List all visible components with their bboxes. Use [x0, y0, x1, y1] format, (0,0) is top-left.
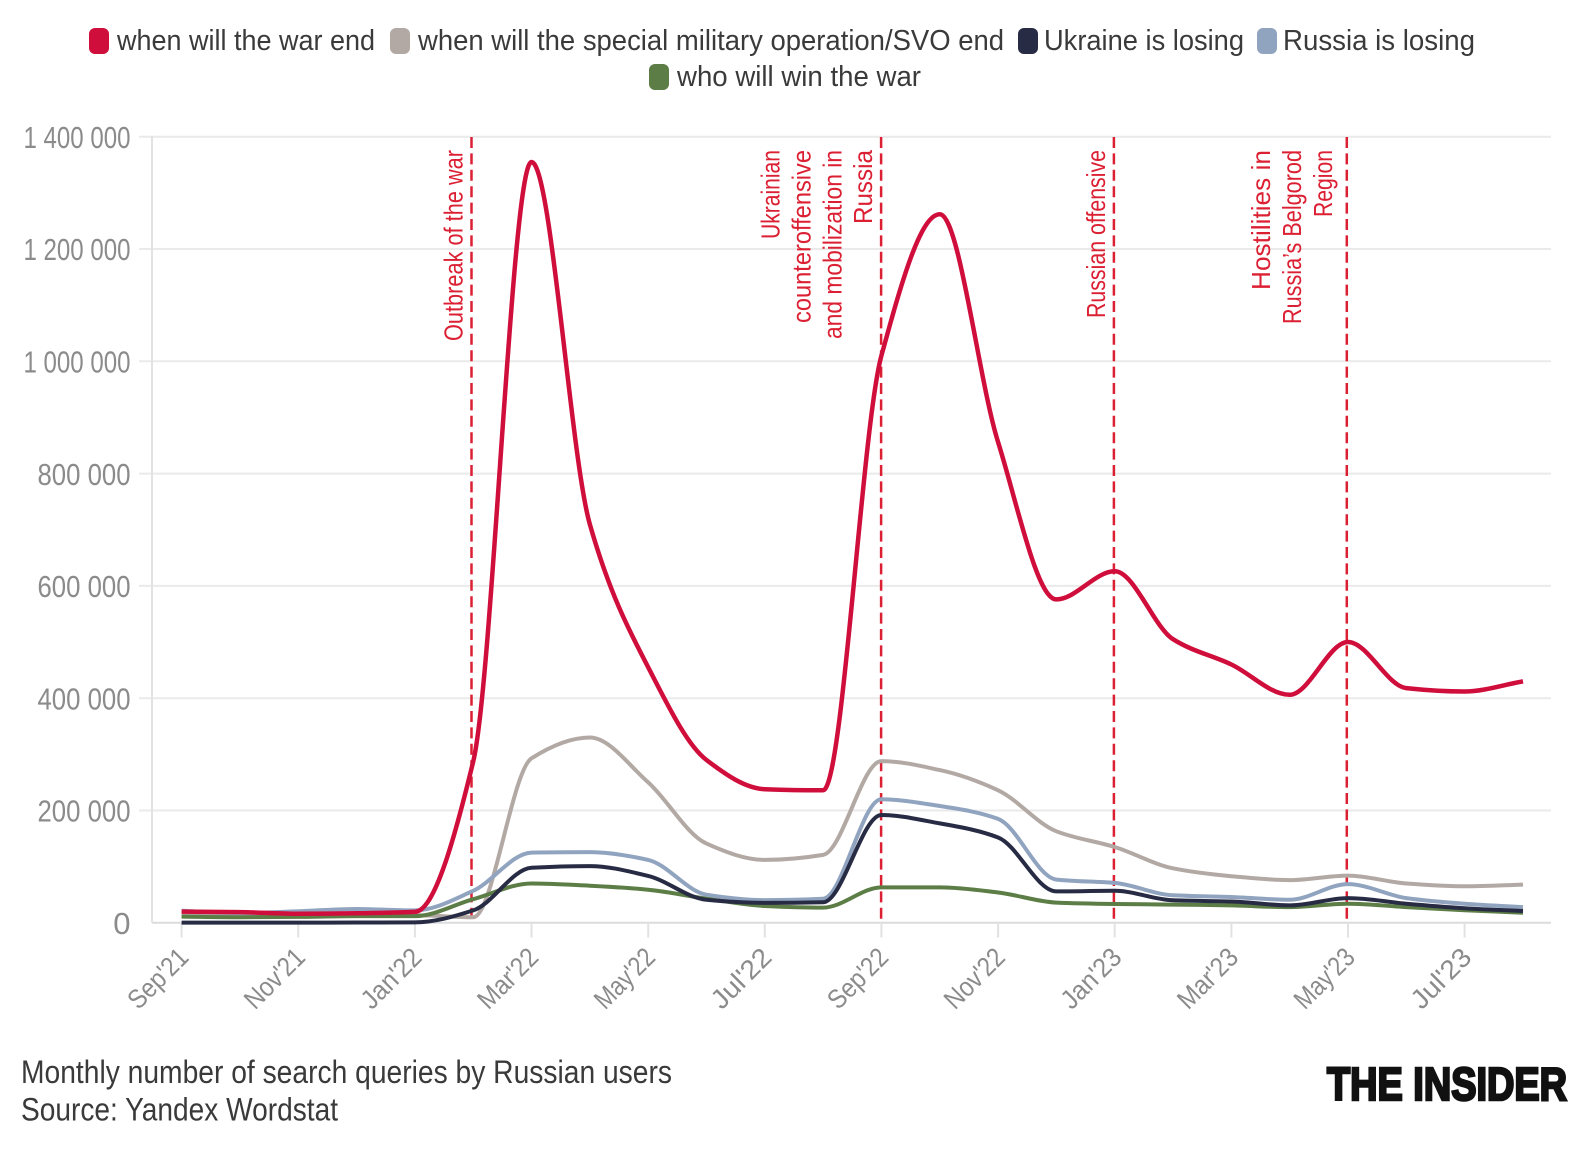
svg-text:1 200 000: 1 200 000 [24, 232, 131, 267]
svg-text:Ukrainian: Ukrainian [756, 150, 786, 239]
svg-text:600 000: 600 000 [38, 569, 131, 604]
svg-text:Source: Yandex Wordstat: Source: Yandex Wordstat [21, 1092, 338, 1128]
svg-text:who will win the war: who will win the war [676, 61, 921, 93]
svg-text:when will the special military: when will the special military operation… [417, 25, 1004, 57]
svg-text:800 000: 800 000 [38, 457, 131, 492]
svg-text:200 000: 200 000 [38, 794, 131, 829]
svg-text:counteroffensive: counteroffensive [787, 150, 817, 323]
svg-text:1 000 000: 1 000 000 [24, 345, 131, 380]
svg-text:Russian offensive: Russian offensive [1081, 150, 1111, 318]
svg-text:Russia: Russia [848, 150, 878, 224]
svg-text:400 000: 400 000 [38, 681, 131, 716]
svg-text:Monthly number of search queri: Monthly number of search queries by Russ… [21, 1054, 672, 1090]
svg-text:Outbreak of the war: Outbreak of the war [439, 150, 469, 341]
svg-text:Hostilities in: Hostilities in [1246, 150, 1276, 290]
svg-text:when will the war end: when will the war end [116, 25, 375, 57]
svg-text:0: 0 [113, 906, 130, 941]
svg-text:1 400 000: 1 400 000 [24, 120, 131, 155]
svg-text:Region: Region [1308, 150, 1338, 217]
svg-text:THE INSIDER: THE INSIDER [1327, 1058, 1567, 1110]
svg-text:Russia is losing: Russia is losing [1283, 25, 1475, 57]
svg-text:Russia’s Belgorod: Russia’s Belgorod [1277, 150, 1307, 324]
svg-text:and mobilization in: and mobilization in [817, 150, 847, 339]
svg-text:Ukraine is losing: Ukraine is losing [1044, 25, 1244, 57]
